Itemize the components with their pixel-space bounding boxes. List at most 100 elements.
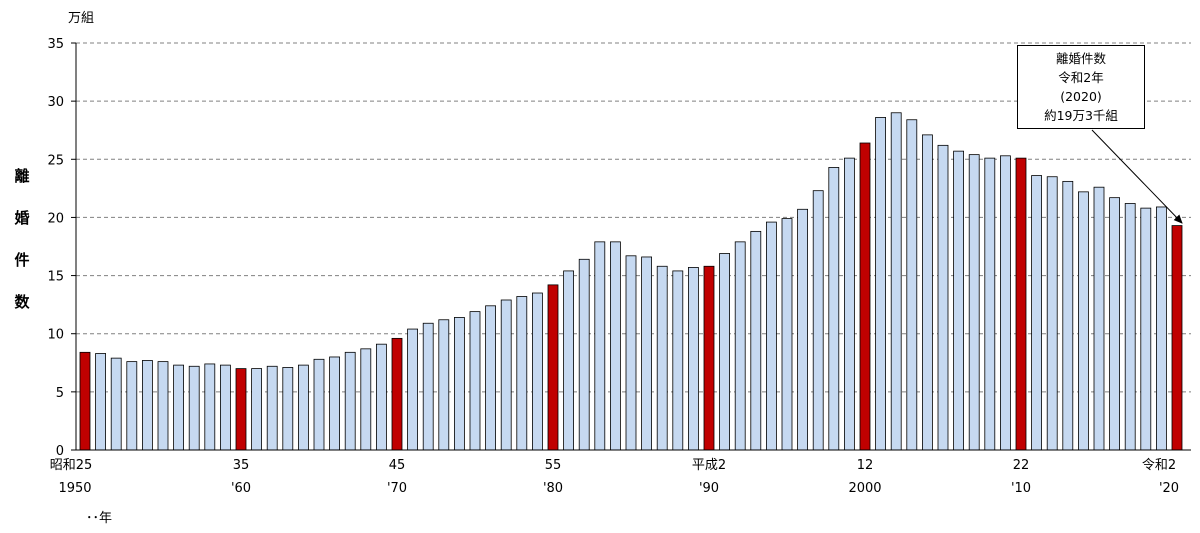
callout-line-4: 約19万3千組	[1044, 108, 1118, 123]
bar-1959	[219, 364, 231, 451]
y-title-char-1: 婚	[14, 209, 29, 227]
x-era-label-40: 平成2	[692, 458, 726, 473]
bar-2020	[1171, 225, 1183, 451]
bar-1981	[563, 270, 574, 451]
y-title-char-2: 件	[14, 251, 29, 269]
bar-1971	[407, 328, 419, 451]
bar-2014	[1078, 191, 1089, 451]
bar-1979	[532, 292, 543, 451]
bar-1969	[375, 343, 387, 451]
bar-1950	[79, 351, 91, 451]
bar-1988	[672, 270, 684, 451]
bar-1978	[516, 296, 528, 451]
bar-2008	[984, 157, 996, 451]
x-year-label-60: '10	[1011, 481, 1031, 496]
y-tick-label-30: 30	[47, 95, 64, 110]
bar-2013	[1062, 180, 1074, 451]
x-era-label-0: 昭和25	[50, 458, 93, 473]
bar-1986	[641, 256, 652, 451]
unit-label: 万組	[68, 11, 94, 26]
bar-1961	[251, 368, 263, 451]
x-era-label-10: 35	[233, 458, 250, 473]
bars	[79, 112, 1183, 451]
bar-1967	[344, 351, 356, 451]
bar-1956	[173, 364, 185, 451]
bar-1968	[360, 348, 372, 451]
bar-1994	[766, 221, 777, 451]
y-title-char-3: 数	[14, 293, 30, 311]
bar-1985	[625, 255, 637, 451]
y-title-char-0: 離	[14, 167, 29, 185]
bar-1977	[500, 299, 512, 451]
bar-2018	[1140, 207, 1152, 451]
x-era-label-60: 22	[1013, 458, 1030, 473]
bar-2012	[1046, 176, 1058, 451]
y-tick-label-20: 20	[47, 211, 64, 226]
bar-2011	[1031, 175, 1042, 451]
bar-1951	[95, 353, 106, 451]
bar-1990	[703, 265, 715, 451]
y-tick-label-25: 25	[47, 153, 64, 168]
bar-2016	[1109, 197, 1120, 451]
callout-box: 離婚件数 令和2年 (2020) 約19万3千組	[1017, 45, 1145, 129]
bar-1989	[688, 267, 699, 451]
bar-1960	[235, 368, 247, 451]
bar-1997	[812, 190, 824, 451]
bar-2004	[922, 134, 933, 451]
y-tick-label-35: 35	[47, 37, 64, 52]
bar-1973	[438, 319, 450, 451]
bar-1976	[485, 305, 497, 451]
x-era-label-20: 45	[389, 458, 406, 473]
bar-1984	[610, 241, 621, 451]
bar-2010	[1015, 157, 1027, 451]
bar-1972	[422, 322, 434, 451]
y-tick-label-15: 15	[47, 270, 64, 285]
bar-2003	[906, 119, 918, 451]
x-year-label-40: '90	[699, 481, 719, 496]
bar-1962	[266, 365, 278, 451]
x-axis-suffix: ･･年	[86, 511, 112, 526]
bar-1993	[750, 230, 762, 451]
bar-2015	[1093, 186, 1105, 451]
x-era-label-70: 令和2	[1142, 458, 1176, 473]
y-axis-title: 離婚件数	[14, 167, 30, 311]
x-year-label-70: '20	[1159, 481, 1179, 496]
bar-1970	[391, 337, 403, 451]
x-year-label-10: '60	[231, 481, 251, 496]
bar-1954	[141, 360, 153, 451]
bar-1983	[594, 241, 606, 451]
y-tick-labels: 0 5 10 15 20 25 30 35	[47, 37, 76, 459]
bar-2001	[875, 117, 886, 451]
x-year-label-20: '70	[387, 481, 407, 496]
bar-1980	[547, 284, 559, 451]
bar-1965	[313, 358, 325, 451]
bar-1998	[828, 167, 840, 451]
bar-1992	[734, 241, 746, 451]
bar-1963	[282, 367, 294, 451]
bar-1995	[781, 218, 793, 451]
bar-1999	[844, 157, 855, 451]
bar-1974	[453, 317, 465, 451]
bar-1958	[204, 363, 216, 451]
bar-2006	[953, 150, 964, 451]
bar-1964	[297, 364, 309, 451]
bar-1982	[578, 258, 590, 451]
bar-1987	[656, 265, 668, 451]
x-era-label-30: 55	[545, 458, 562, 473]
x-year-label-30: '80	[543, 481, 563, 496]
bar-1953	[126, 361, 138, 451]
bar-1955	[157, 361, 169, 451]
axes	[75, 43, 1191, 451]
bar-1952	[110, 357, 122, 451]
callout-arrow	[1091, 129, 1183, 224]
bar-1957	[188, 365, 200, 451]
x-year-label-50: 2000	[848, 481, 881, 496]
bar-2007	[968, 154, 980, 451]
bar-1975	[469, 311, 481, 451]
bar-2000	[859, 142, 871, 451]
bar-2009	[1000, 155, 1011, 451]
bar-2002	[890, 112, 902, 451]
y-tick-label-5: 5	[56, 386, 64, 401]
bar-1966	[329, 356, 341, 451]
